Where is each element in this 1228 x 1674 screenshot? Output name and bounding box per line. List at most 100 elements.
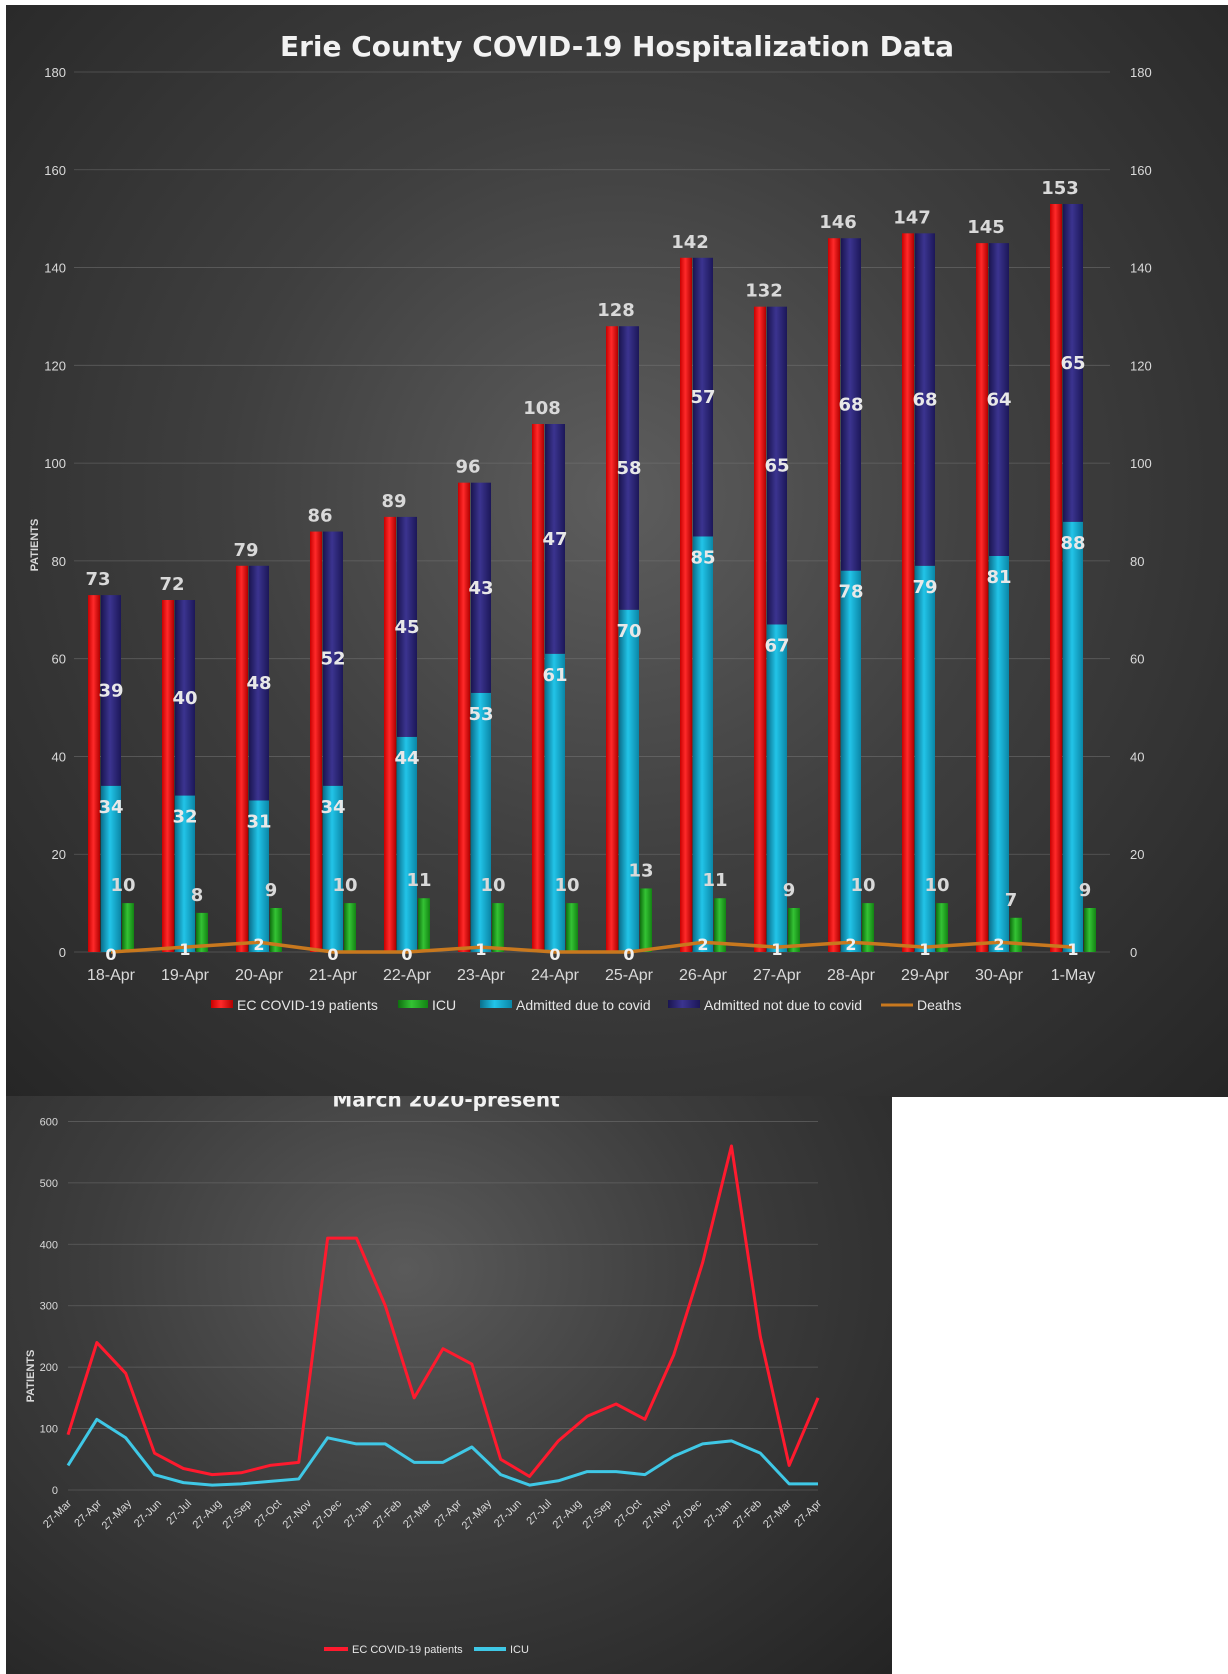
label-deaths: 2 [993, 935, 1004, 954]
legend-swatch [668, 1000, 700, 1008]
chart-top-panel: Erie County COVID-19 Hospitalization Dat… [6, 5, 1228, 1097]
data-labels: 7339341007240328179483192865234100894544… [85, 178, 1091, 964]
chart-bottom-panel: March 2020-present PATIENTS 0 100 200 300 40… [6, 1096, 892, 1674]
label-icu: 10 [850, 875, 875, 896]
y-tick: 500 [40, 1178, 58, 1190]
label-ec-patients: 108 [523, 398, 561, 419]
bar-icu [418, 898, 430, 952]
label-icu: 10 [110, 875, 135, 896]
label-deaths: 1 [919, 940, 930, 959]
y-tick-left: 160 [44, 163, 66, 178]
bar-admitted-due [841, 570, 861, 952]
bar-icu [788, 908, 800, 952]
label-icu: 11 [702, 870, 727, 891]
bar-admitted-not-due [1063, 204, 1083, 522]
bar-admitted-not-due [471, 482, 491, 693]
label-icu: 10 [480, 875, 505, 896]
label-admitted-not-due: 39 [98, 680, 123, 701]
bar-admitted-due [915, 565, 935, 952]
label-icu: 10 [554, 875, 579, 896]
x-tick-label: 29-Apr [901, 967, 950, 984]
bar-ec-patients [458, 482, 470, 952]
bar-admitted-not-due [249, 565, 269, 801]
bar-icu [1010, 917, 1022, 952]
y-axis-ticks: 0100200300400500600700 [40, 1116, 58, 1497]
label-icu: 10 [332, 875, 357, 896]
y-tick: 600 [40, 1116, 58, 1128]
x-tick-label: 23-Apr [457, 967, 506, 984]
label-deaths: 0 [401, 945, 412, 964]
label-admitted-due: 78 [838, 582, 863, 603]
bars [88, 204, 1096, 953]
x-tick-label: 27-Mar [401, 1497, 434, 1530]
x-tick-label: 27-Jun [132, 1498, 164, 1530]
bar-admitted-not-due [619, 326, 639, 610]
label-ec-patients: 147 [893, 207, 931, 228]
label-ec-patients: 72 [159, 574, 184, 595]
label-ec-patients: 145 [967, 217, 1005, 238]
x-tick-label: 27-Feb [731, 1498, 764, 1531]
label-ec-patients: 79 [233, 540, 258, 561]
label-icu: 8 [191, 885, 204, 906]
x-tick-label: 27-May [100, 1497, 135, 1532]
bar-icu [936, 903, 948, 952]
deaths-line [110, 940, 1074, 954]
bar-icu [122, 903, 134, 952]
x-tick-label: 27-Apr [753, 967, 802, 984]
x-tick-label: 27-Aug [191, 1498, 225, 1532]
label-admitted-not-due: 45 [394, 617, 419, 638]
bar-icu [714, 898, 726, 952]
bar-icu [566, 903, 578, 952]
x-tick-label: 27-Sep [221, 1498, 255, 1532]
x-tick-label: 30-Apr [975, 967, 1024, 984]
legend: EC COVID-19 patients ICU Admitted due to c… [211, 997, 961, 1013]
x-tick-label: 20-Apr [235, 967, 284, 984]
y-tick-right: 80 [1130, 554, 1144, 569]
x-tick-label: 28-Apr [827, 967, 876, 984]
bar-icu [1084, 908, 1096, 952]
y-tick-right: 180 [1130, 65, 1152, 80]
bar-admitted-due [323, 785, 343, 952]
label-ec-patients: 86 [307, 506, 332, 527]
x-tick-label: 22-Apr [383, 967, 432, 984]
bar-ec-patients [88, 595, 100, 952]
x-tick-label: 27-Sep [581, 1498, 615, 1532]
x-tick-label: 27-Mar [761, 1497, 794, 1530]
y-tick-left: 120 [44, 358, 66, 373]
x-tick-label: 27-Apr [792, 1497, 824, 1529]
x-tick-label: 27-Oct [252, 1498, 284, 1530]
x-tick-label: 27-Jan [342, 1498, 374, 1530]
legend-swatch [398, 1000, 428, 1008]
bar-icu [492, 903, 504, 952]
label-admitted-due: 32 [172, 807, 197, 828]
x-tick-label: 27-Nov [641, 1497, 675, 1531]
x-tick-label: 27-Dec [311, 1497, 345, 1531]
label-ec-patients: 128 [597, 300, 635, 321]
bar-ec-patients [902, 233, 914, 953]
bar-ec-patients [754, 306, 766, 953]
y-tick-right: 20 [1130, 847, 1144, 862]
label-icu: 9 [1079, 880, 1092, 901]
bar-icu [196, 912, 208, 952]
y-tick: 0 [52, 1485, 58, 1497]
label-ec-patients: 146 [819, 212, 857, 233]
bar-admitted-due [175, 795, 195, 952]
bar-admitted-not-due [397, 516, 417, 737]
bar-admitted-not-due [323, 531, 343, 786]
label-admitted-due: 79 [912, 577, 937, 598]
label-admitted-not-due: 65 [764, 456, 789, 477]
legend-label: EC COVID-19 patients [237, 997, 378, 1013]
bar-admitted-due [1063, 521, 1083, 952]
y-tick-left: 140 [44, 261, 66, 276]
label-deaths: 1 [475, 940, 486, 959]
x-tick-label: 24-Apr [531, 967, 580, 984]
bar-admitted-not-due [545, 424, 565, 654]
legend-label: ICU [432, 997, 456, 1013]
x-tick-label: 25-Apr [605, 967, 654, 984]
label-ec-patients: 73 [85, 569, 110, 590]
y-tick-right: 160 [1130, 163, 1152, 178]
y-tick-left: 80 [52, 554, 66, 569]
label-admitted-not-due: 68 [912, 390, 937, 411]
legend-swatch [480, 1000, 512, 1008]
legend-label: Deaths [917, 997, 961, 1013]
